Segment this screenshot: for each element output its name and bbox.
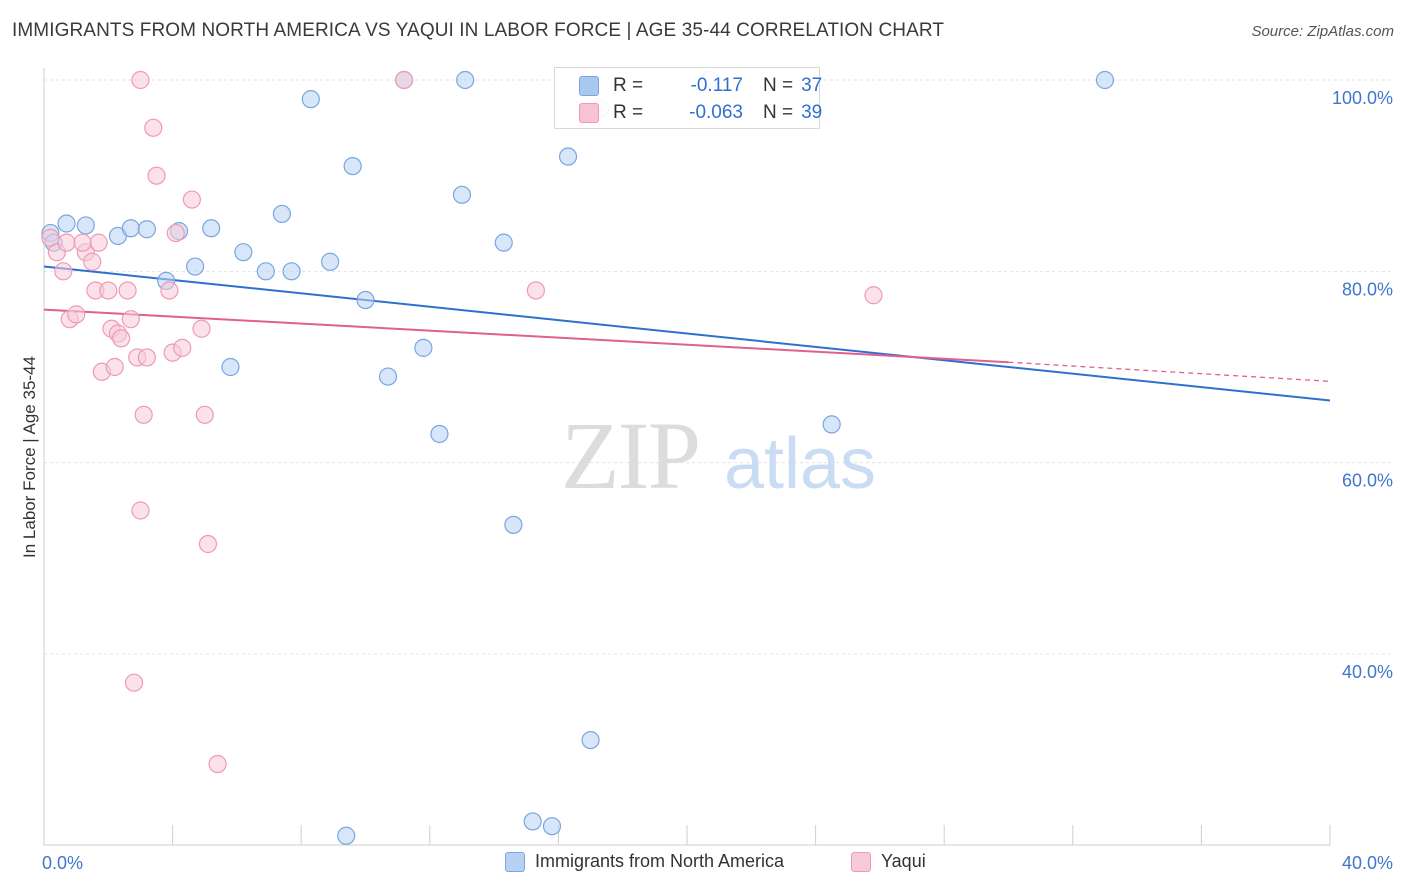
data-point-immigrants: [542, 817, 562, 836]
data-point-immigrants: [221, 357, 240, 377]
data-point-immigrants: [321, 252, 340, 271]
data-point-yaqui: [166, 223, 185, 243]
legend-item-yaqui[interactable]: Yaqui: [851, 851, 926, 872]
y-axis-label: In Labor Force | Age 35-44: [20, 356, 39, 558]
r-value: -0.117: [690, 75, 743, 96]
trend-line-0: [43, 265, 1331, 402]
r-label: R =: [613, 75, 644, 96]
trend-line-1: [43, 308, 1009, 364]
chart-title: IMMIGRANTS FROM NORTH AMERICA VS YAQUI I…: [12, 20, 945, 41]
data-point-immigrants: [57, 214, 76, 233]
data-point-immigrants: [558, 147, 578, 166]
y-tick-label: 80.0%: [1342, 279, 1393, 299]
series-legend: Immigrants from North America Yaqui: [0, 851, 1406, 879]
data-point-immigrants: [1095, 70, 1115, 90]
data-point-yaqui: [131, 70, 150, 90]
tick-labels: 40.0% 60.0% 80.0% 100.0% 0.0% 40.0%: [42, 88, 1393, 873]
data-point-yaqui: [864, 286, 883, 305]
data-points: [41, 70, 1115, 845]
data-point-yaqui: [83, 252, 102, 271]
stats-legend: R = -0.117 N = 37 R = -0.063 N = 39: [554, 67, 822, 129]
data-point-yaqui: [147, 166, 166, 185]
y-tick-label: 40.0%: [1342, 662, 1393, 682]
data-point-immigrants: [378, 367, 398, 386]
data-point-immigrants: [234, 243, 253, 262]
data-point-immigrants: [494, 233, 513, 252]
data-point-immigrants: [76, 216, 95, 235]
data-point-yaqui: [131, 501, 150, 520]
data-point-immigrants: [202, 219, 221, 238]
stats-row-immigrants: R = -0.117 N = 37: [579, 73, 822, 99]
data-point-yaqui: [105, 357, 124, 377]
r-label: R =: [613, 102, 644, 123]
data-point-yaqui: [112, 329, 131, 348]
data-point-immigrants: [301, 90, 320, 109]
axes: [43, 68, 1331, 846]
data-point-immigrants: [452, 185, 472, 204]
legend-item-immigrants[interactable]: Immigrants from North America: [505, 851, 784, 872]
data-point-yaqui: [198, 534, 218, 554]
y-tick-label: 60.0%: [1342, 471, 1393, 491]
legend-swatch-immigrants: [505, 851, 525, 872]
r-value: -0.063: [689, 102, 743, 123]
data-point-immigrants: [456, 70, 475, 90]
data-point-immigrants: [414, 338, 433, 357]
data-point-immigrants: [822, 415, 841, 434]
data-point-yaqui: [73, 233, 92, 252]
data-point-yaqui: [121, 310, 140, 329]
data-point-yaqui: [160, 281, 179, 300]
data-point-immigrants: [504, 515, 523, 534]
legend-label-yaqui: Yaqui: [881, 851, 926, 871]
data-point-immigrants: [272, 204, 292, 224]
data-point-yaqui: [144, 118, 163, 137]
legend-label-immigrants: Immigrants from North America: [535, 851, 785, 871]
y-tick-label: 100.0%: [1332, 88, 1393, 108]
stats-swatch-yaqui: [579, 103, 599, 123]
data-point-immigrants: [256, 262, 275, 281]
data-point-yaqui: [67, 305, 86, 324]
x-tick-label: 40.0%: [1342, 853, 1393, 873]
data-point-yaqui: [526, 281, 545, 300]
n-label: N =: [763, 102, 794, 123]
data-point-yaqui: [118, 281, 137, 300]
watermark-zip: ZIP: [561, 402, 699, 509]
legend-swatch-yaqui: [851, 851, 871, 872]
n-value: 37: [801, 75, 823, 96]
data-point-immigrants: [523, 812, 542, 831]
data-point-yaqui: [394, 70, 414, 90]
data-point-immigrants: [282, 262, 301, 281]
data-point-yaqui: [57, 233, 76, 252]
data-point-immigrants: [121, 219, 140, 238]
data-point-immigrants: [343, 157, 362, 176]
trend-lines: [43, 265, 1331, 402]
data-point-immigrants: [186, 257, 205, 276]
source-label: Source: ZipAtlas.com: [1251, 23, 1394, 40]
data-point-yaqui: [54, 262, 73, 281]
data-point-immigrants: [356, 290, 375, 310]
n-value: 39: [801, 102, 823, 123]
data-point-yaqui: [195, 405, 214, 424]
watermark-atlas: atlas: [724, 424, 876, 504]
data-point-immigrants: [337, 826, 356, 845]
x-tick-label: 0.0%: [42, 853, 83, 873]
n-label: N =: [763, 75, 794, 96]
data-point-yaqui: [99, 281, 118, 300]
data-point-yaqui: [182, 190, 201, 209]
data-point-yaqui: [137, 348, 156, 367]
gridlines: [44, 79, 1392, 655]
stats-swatch-immigrants: [579, 76, 599, 96]
watermark: ZIP atlas: [561, 402, 876, 509]
data-point-yaqui: [124, 673, 144, 692]
data-point-yaqui: [173, 338, 192, 357]
data-point-yaqui: [208, 754, 227, 774]
data-point-immigrants: [430, 424, 449, 444]
data-point-yaqui: [134, 405, 153, 424]
data-point-immigrants: [137, 220, 156, 239]
data-point-immigrants: [581, 730, 600, 750]
stats-row-yaqui: R = -0.063 N = 39: [579, 100, 822, 126]
data-point-yaqui: [89, 233, 108, 252]
data-point-yaqui: [192, 319, 211, 338]
